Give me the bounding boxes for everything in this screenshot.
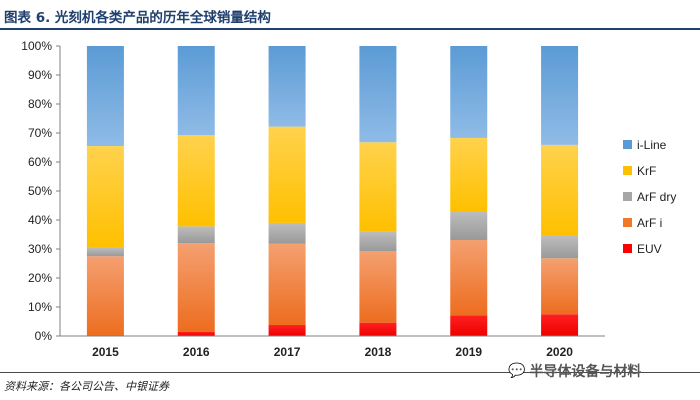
legend-swatch-krf (623, 166, 632, 175)
legend-label: ArF i (637, 216, 662, 230)
bar-segment-krf-2020 (541, 144, 579, 236)
y-tick-label: 90% (28, 68, 52, 82)
bar-segment-krf-2016 (177, 135, 215, 227)
bar-segment-euv-2020 (541, 314, 579, 336)
bar-segment-i-line-2017 (268, 46, 306, 127)
bar-segment-arf-i-2018 (359, 251, 397, 323)
legend-swatch-arf-dry (623, 192, 632, 201)
chart-title: 图表 6. 光刻机各类产品的历年全球销量结构 (4, 10, 271, 26)
bar-segment-arf-dry-2019 (450, 211, 488, 241)
source-note: 资料来源：各公司公告、中银证券 (4, 380, 169, 393)
bar-segment-i-line-2016 (177, 46, 215, 136)
bar-segment-i-line-2015 (86, 46, 124, 147)
y-tick-label: 60% (28, 155, 52, 169)
legend-label: EUV (637, 242, 662, 256)
legend-swatch-arf-i (623, 218, 632, 227)
stacked-bar-chart: 0% 10% 20% 30% 40% 50% 60% 70% 80% 90% 100% 2015 20… (21, 39, 676, 359)
y-tick-label: 0% (35, 329, 53, 343)
y-tick-label: 30% (28, 242, 52, 256)
y-tick-label: 70% (28, 126, 52, 140)
bar-segment-arf-i-2019 (450, 240, 488, 316)
bar-segment-krf-2019 (450, 137, 488, 212)
bar-segment-i-line-2018 (359, 46, 397, 143)
bar-segment-krf-2017 (268, 126, 306, 223)
x-tick-label: 2017 (274, 345, 301, 359)
bar-segment-arf-dry-2017 (268, 222, 306, 244)
x-tick-label: 2015 (92, 345, 119, 359)
y-tick-label: 10% (28, 300, 52, 314)
bar-segment-krf-2015 (86, 146, 124, 248)
bar-segment-euv-2017 (268, 324, 306, 336)
watermark-text: 半导体设备与材料 (529, 364, 642, 380)
x-tick-label: 2018 (365, 345, 392, 359)
x-tick-label: 2019 (455, 345, 482, 359)
y-tick-label: 40% (28, 213, 52, 227)
bar-segment-arf-dry-2015 (86, 247, 124, 257)
x-tick-label: 2020 (546, 345, 573, 359)
wechat-icon: 💬 (508, 363, 526, 379)
y-tick-label: 80% (28, 97, 52, 111)
bar-segment-arf-i-2020 (541, 258, 579, 315)
bar-segment-i-line-2020 (541, 46, 579, 145)
bar-segment-arf-i-2017 (268, 243, 306, 325)
bar-segment-euv-2019 (450, 315, 488, 336)
legend-swatch-euv (623, 244, 632, 253)
title-divider (0, 28, 700, 30)
legend-label: i-Line (637, 138, 667, 152)
bar-segment-i-line-2019 (450, 46, 488, 138)
watermark: 💬 半导体设备与材料 (508, 361, 641, 381)
y-tick-label: 50% (28, 184, 52, 198)
bar-segment-euv-2018 (359, 322, 397, 336)
y-tick-label: 100% (21, 39, 52, 53)
bar-segment-krf-2018 (359, 142, 397, 232)
bar-segment-arf-dry-2018 (359, 231, 397, 252)
bar-segment-euv-2016 (177, 331, 215, 336)
bar-segment-arf-dry-2020 (541, 235, 579, 259)
legend-swatch-i-line (623, 140, 632, 149)
footer-divider (0, 372, 700, 373)
bar-segment-arf-dry-2016 (177, 226, 215, 244)
x-tick-label: 2016 (183, 345, 210, 359)
bar-segment-arf-i-2016 (177, 243, 215, 332)
y-tick-label: 20% (28, 271, 52, 285)
legend-label: KrF (637, 164, 656, 178)
legend-label: ArF dry (637, 190, 676, 204)
bar-segment-arf-i-2015 (86, 256, 124, 336)
